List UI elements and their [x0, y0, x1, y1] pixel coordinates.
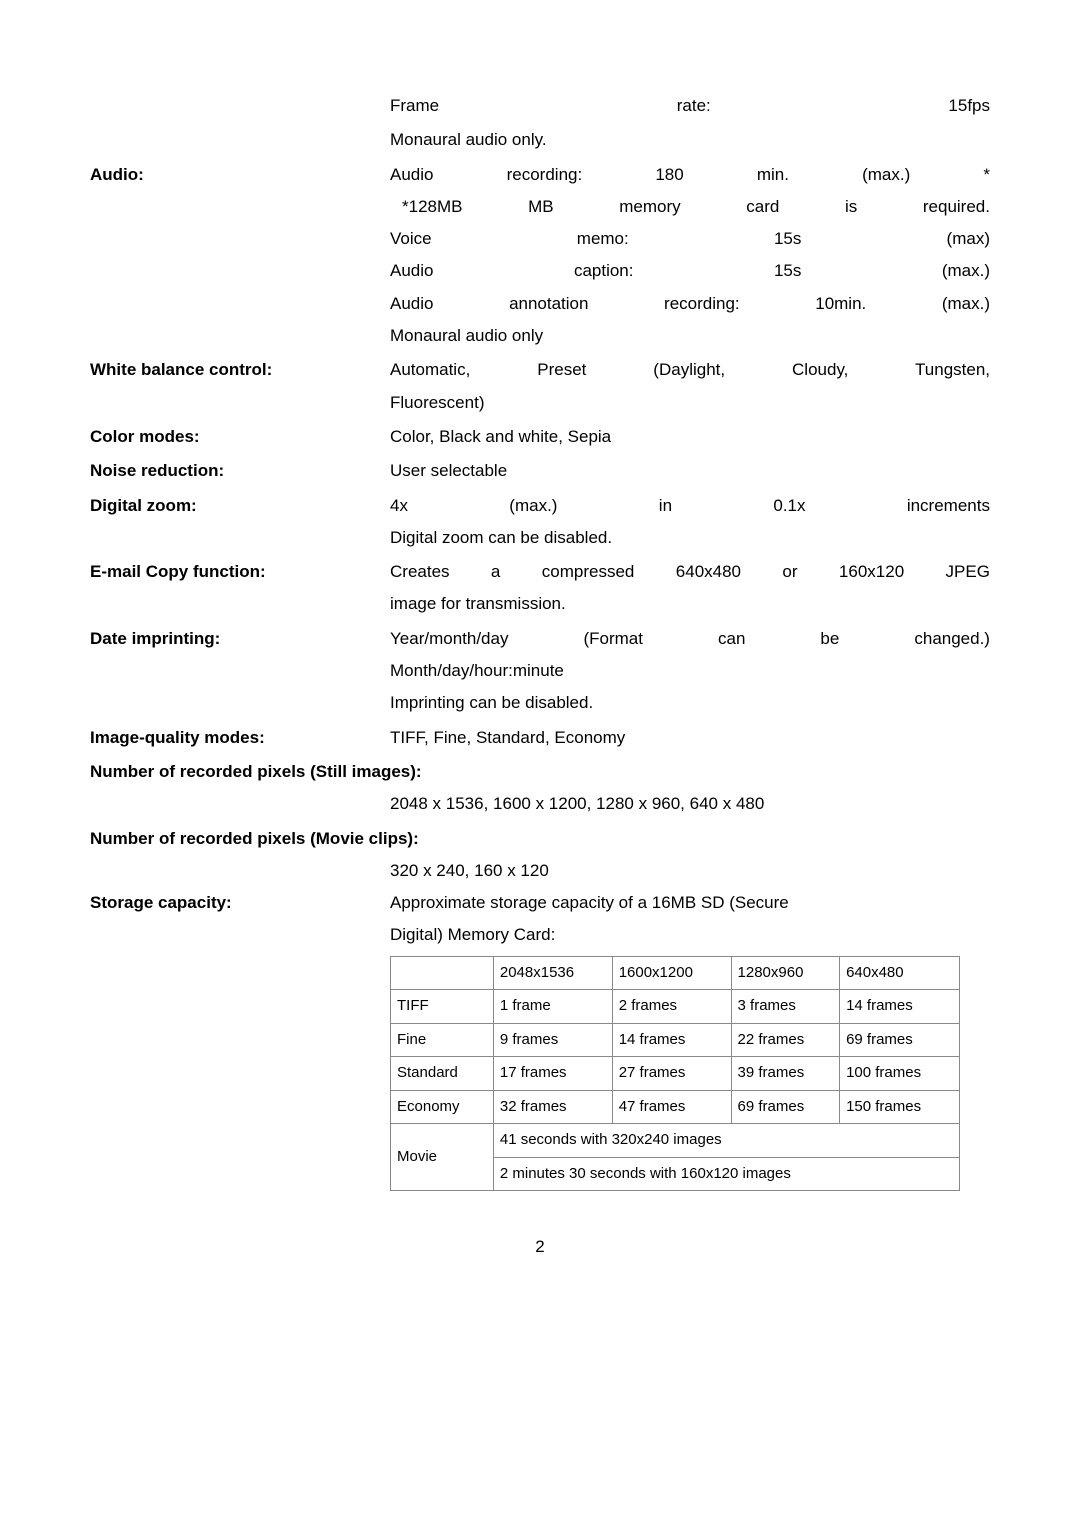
email-row: E-mail Copy function: Creates a compress…: [90, 556, 990, 621]
audio-label: Audio:: [90, 159, 390, 353]
color-row: Color modes: Color, Black and white, Sep…: [90, 421, 990, 453]
table-row: TIFF 1 frame 2 frames 3 frames 14 frames: [391, 990, 960, 1024]
table-row: Economy 32 frames 47 frames 69 frames 15…: [391, 1090, 960, 1124]
storage-label: Storage capacity:: [90, 887, 390, 1191]
wb-line-2: Fluorescent): [390, 387, 990, 419]
audio-line-3: Voice memo: 15s (max): [390, 223, 990, 255]
date-line-2: Month/day/hour:minute: [390, 655, 990, 687]
wb-line-1: Automatic, Preset (Daylight, Cloudy, Tun…: [390, 354, 990, 386]
th-1600: 1600x1200: [612, 956, 731, 990]
th-blank: [391, 956, 494, 990]
audio-line-2: *128MB MB memory card is required.: [390, 191, 990, 223]
date-label: Date imprinting:: [90, 623, 390, 720]
still-label: Number of recorded pixels (Still images)…: [90, 756, 990, 788]
storage-row: Storage capacity: Approximate storage ca…: [90, 887, 990, 1191]
movie-row-label: Movie: [391, 1124, 494, 1191]
email-value: Creates a compressed 640x480 or 160x120 …: [390, 556, 990, 621]
color-label: Color modes:: [90, 421, 390, 453]
page-number: 2: [90, 1231, 990, 1263]
date-line-1: Year/month/day (Format can be changed.): [390, 623, 990, 655]
iq-label: Image-quality modes:: [90, 722, 390, 754]
noise-value: User selectable: [390, 455, 990, 487]
audio-line-4: Audio caption: 15s (max.): [390, 255, 990, 287]
date-value: Year/month/day (Format can be changed.) …: [390, 623, 990, 720]
date-line-3: Imprinting can be disabled.: [390, 687, 990, 719]
color-value: Color, Black and white, Sepia: [390, 421, 990, 453]
th-640: 640x480: [840, 956, 960, 990]
noise-label: Noise reduction:: [90, 455, 390, 487]
frame-rate-row: Frame rate: 15fps: [90, 90, 990, 122]
zoom-row: Digital zoom: 4x (max.) in 0.1x incremen…: [90, 490, 990, 555]
iq-row: Image-quality modes: TIFF, Fine, Standar…: [90, 722, 990, 754]
zoom-label: Digital zoom:: [90, 490, 390, 555]
frame-rate-value: Frame rate: 15fps: [390, 90, 990, 122]
zoom-line-1: 4x (max.) in 0.1x increments: [390, 490, 990, 522]
storage-line-2: Digital) Memory Card:: [390, 919, 990, 951]
table-movie-row-1: Movie 41 seconds with 320x240 images: [391, 1124, 960, 1158]
noise-row: Noise reduction: User selectable: [90, 455, 990, 487]
storage-table: 2048x1536 1600x1200 1280x960 640x480 TIF…: [390, 956, 960, 1192]
table-header-row: 2048x1536 1600x1200 1280x960 640x480: [391, 956, 960, 990]
monaural-row: Monaural audio only.: [90, 124, 990, 156]
storage-value: Approximate storage capacity of a 16MB S…: [390, 887, 990, 1191]
email-line-2: image for transmission.: [390, 588, 990, 620]
movie-row-1: 41 seconds with 320x240 images: [493, 1124, 959, 1158]
iq-value: TIFF, Fine, Standard, Economy: [390, 722, 990, 754]
movie-label: Number of recorded pixels (Movie clips):: [90, 823, 990, 855]
audio-line-6: Monaural audio only: [390, 320, 990, 352]
audio-line-1: Audio recording: 180 min. (max.) *: [390, 159, 990, 191]
zoom-value: 4x (max.) in 0.1x increments Digital zoo…: [390, 490, 990, 555]
wb-value: Automatic, Preset (Daylight, Cloudy, Tun…: [390, 354, 990, 419]
email-line-1: Creates a compressed 640x480 or 160x120 …: [390, 556, 990, 588]
th-2048: 2048x1536: [493, 956, 612, 990]
audio-line-5: Audio annotation recording: 10min. (max.…: [390, 288, 990, 320]
movie-value: 320 x 240, 160 x 120: [390, 855, 990, 887]
table-row: Standard 17 frames 27 frames 39 frames 1…: [391, 1057, 960, 1091]
audio-row: Audio: Audio recording: 180 min. (max.) …: [90, 159, 990, 353]
email-label: E-mail Copy function:: [90, 556, 390, 621]
wb-label: White balance control:: [90, 354, 390, 419]
movie-row-2: 2 minutes 30 seconds with 160x120 images: [493, 1157, 959, 1191]
wb-row: White balance control: Automatic, Preset…: [90, 354, 990, 419]
audio-value: Audio recording: 180 min. (max.) * *128M…: [390, 159, 990, 353]
table-row: Fine 9 frames 14 frames 22 frames 69 fra…: [391, 1023, 960, 1057]
zoom-line-2: Digital zoom can be disabled.: [390, 522, 990, 554]
storage-line-1: Approximate storage capacity of a 16MB S…: [390, 887, 990, 919]
still-value: 2048 x 1536, 1600 x 1200, 1280 x 960, 64…: [390, 788, 990, 820]
date-row: Date imprinting: Year/month/day (Format …: [90, 623, 990, 720]
th-1280: 1280x960: [731, 956, 840, 990]
